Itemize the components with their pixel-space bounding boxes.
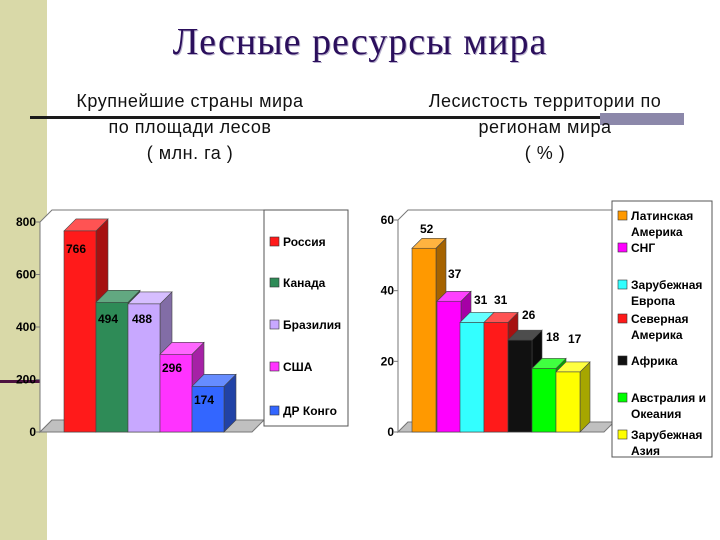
bar-front [95,302,129,433]
y-tick-label: 60 [381,213,395,227]
data-label: 31 [474,293,488,307]
legend-label: Зарубежная Европа [631,278,702,308]
y-tick-label: 40 [381,284,395,298]
data-label: 37 [448,267,462,281]
legend-swatch [617,429,628,440]
legend-swatch [617,279,628,290]
y-tick-label: 600 [16,268,36,282]
left-chart-subtitle: Крупнейшие страны мира по площади лесов … [40,88,340,166]
right-subtitle-line: Лесистость территории по [428,91,662,111]
bar-front [191,386,225,433]
slide-side-stripe [0,0,47,540]
legend-label: Бразилия [283,318,341,332]
bar-front [555,371,581,433]
legend-box [611,200,713,458]
left-subtitle-line: Крупнейшие страны мира [76,91,304,111]
legend-label: Латинская Америка [631,209,693,239]
data-label: 494 [98,312,118,326]
legend-label: Россия [283,235,326,249]
legend-label: США [283,360,313,374]
legend-label: Канада [283,276,326,290]
legend-label: Австралия и Океания [631,391,706,421]
right-subtitle-line: ( % ) [524,143,566,163]
left-subtitle-line: ( млн. га ) [146,143,234,163]
bar [191,373,237,433]
data-label: 296 [162,361,182,375]
header-rule-accent [600,113,684,125]
y-tick-label: 800 [16,215,36,229]
bar-front [531,368,557,433]
legend-label: ДР Конго [283,404,337,418]
data-label: 31 [494,293,508,307]
legend-label: Зарубежная Азия [631,428,702,458]
bar-front [127,303,161,433]
chart-2: 0 20 40 60 52 37 31 31 26 18 17 Латинская Америка СНГ… [381,200,713,458]
legend-swatch [269,236,280,247]
legend-swatch [269,361,280,372]
legend-swatch [617,242,628,253]
legend-swatch [617,313,628,324]
right-subtitle-line: регионам мира [478,117,612,137]
data-label: 174 [194,393,214,407]
bar-front [411,247,437,433]
bar-front [507,339,533,433]
left-subtitle-line: по площади лесов [108,117,272,137]
y-tick-label: 20 [381,354,395,368]
y-tick-label: 400 [16,320,36,334]
y-tick-label: 0 [29,425,36,439]
data-label: 488 [132,312,152,326]
y-tick-label: 200 [16,373,36,387]
bar-front [459,322,485,433]
bar-front [483,322,509,433]
y-tick-label: 0 [387,425,394,439]
data-label: 26 [522,308,536,322]
legend-label: СНГ [631,241,655,255]
bar-side [579,361,591,433]
chart-1: 0 200 400 600 800 766 494 488 296 174 Россия Канада… [16,209,349,439]
legend-swatch [617,355,628,366]
side-rule-accent [0,380,46,383]
legend-swatch [617,392,628,403]
legend-swatch [269,405,280,416]
data-label: 17 [568,332,582,346]
data-label: 766 [66,242,86,256]
legend-swatch [617,210,628,221]
bar-front [63,230,97,433]
legend-swatch [269,319,280,330]
data-label: 52 [420,222,434,236]
slide-title: Лесные ресурсы мира [172,21,548,63]
right-chart-subtitle: Лесистость территории по регионам мира (… [400,88,690,166]
legend-swatch [269,277,280,288]
legend-label: Северная Америка [631,312,689,342]
header-rule [30,116,680,119]
bar [555,361,591,433]
bar-front [159,353,193,433]
bar-front [436,300,462,433]
legend-label: Африка [631,354,678,368]
data-label: 18 [546,330,560,344]
